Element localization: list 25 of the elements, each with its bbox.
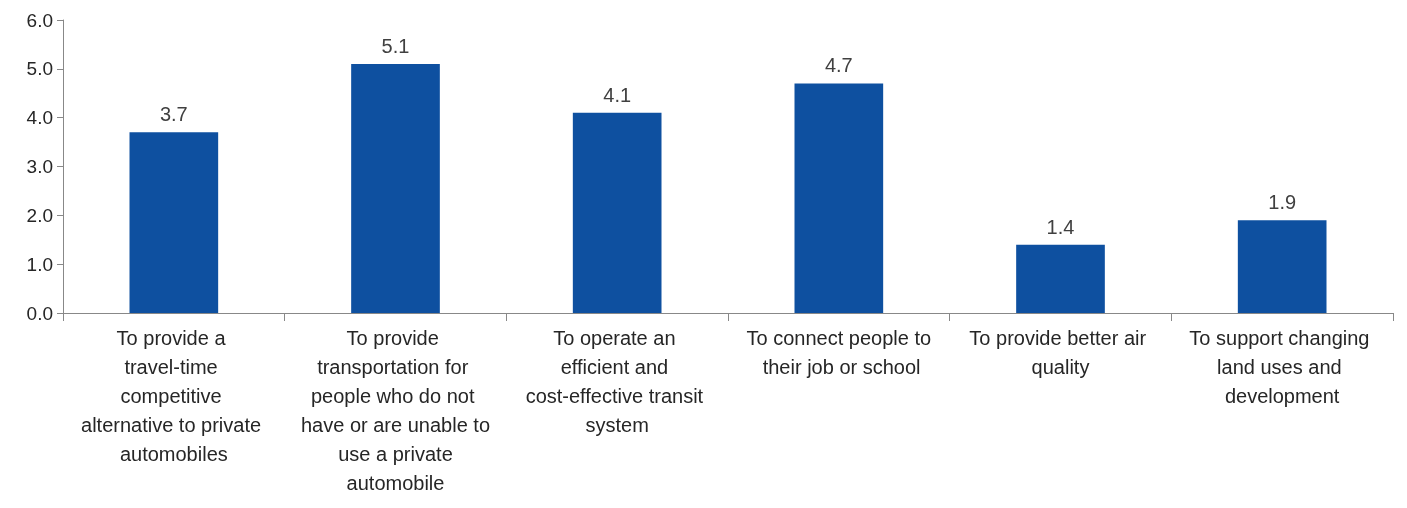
data-label: 5.1 [381, 34, 410, 57]
data-label: 1.9 [1268, 191, 1297, 214]
bar [129, 132, 219, 313]
x-tick-label: To operate an efficient and cost-effective transit system [525, 326, 709, 436]
bar [794, 83, 884, 313]
y-tick-label: 5.0 [26, 58, 53, 80]
y-tick-label: 1.0 [26, 253, 53, 275]
data-label: 4.7 [824, 54, 853, 77]
y-tick-label: 4.0 [26, 107, 53, 129]
data-label: 3.7 [159, 103, 188, 126]
y-tick-label: 6.0 [26, 9, 53, 31]
y-tick-label: 2.0 [26, 204, 53, 226]
x-tick-label: To provide better air quality [969, 326, 1152, 378]
bar [1237, 220, 1327, 313]
y-tick-label: 3.0 [26, 156, 53, 177]
bar [1016, 244, 1105, 313]
data-label: 1.4 [1046, 215, 1075, 238]
x-tick-label: To provide transportation for people who do not have or are unable to use a private automobile [300, 326, 491, 494]
bar [572, 112, 662, 313]
x-tick-label: To provide a travel-time competitive alternative to private automobiles [81, 326, 267, 465]
x-tick-label: To support changing land uses and development [1189, 326, 1376, 407]
y-tick-label: 0.0 [26, 302, 53, 324]
x-tick-label: To connect people to their job or school [746, 326, 932, 378]
bar [351, 63, 440, 313]
data-label: 4.1 [603, 83, 632, 106]
